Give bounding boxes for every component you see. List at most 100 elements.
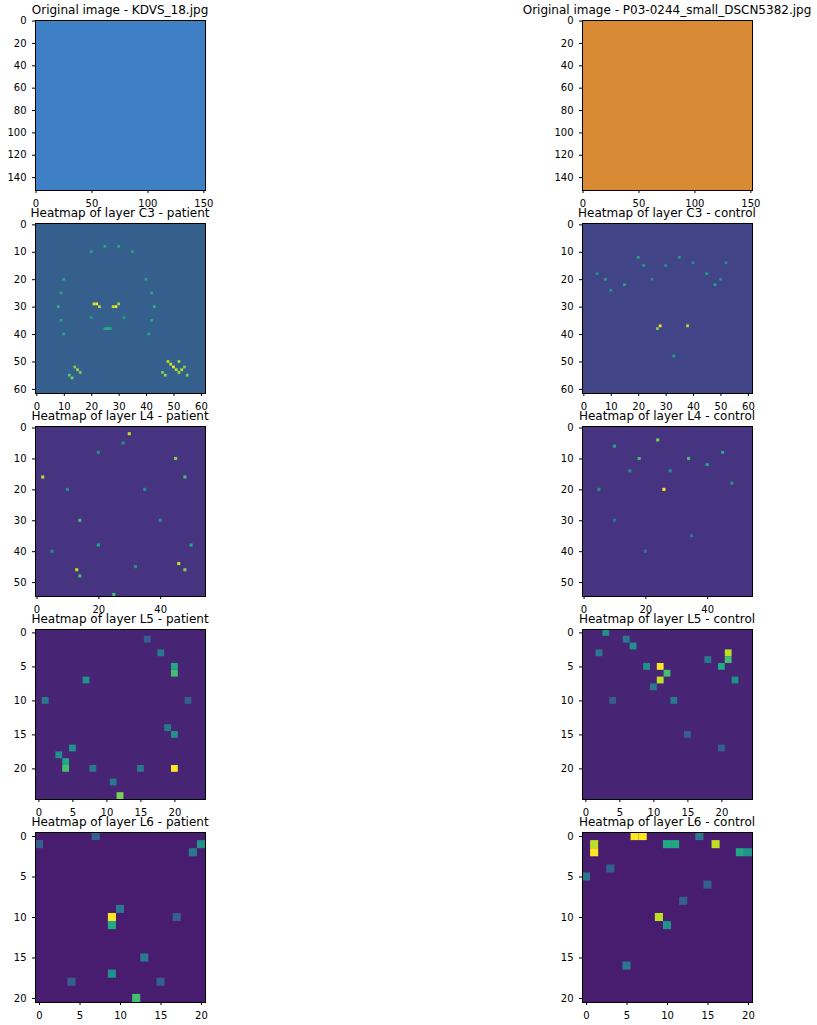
svg-text:50: 50 [14,356,27,367]
svg-text:15: 15 [14,952,27,963]
svg-text:10: 10 [561,695,574,706]
svg-text:30: 30 [659,400,673,412]
svg-text:40: 40 [561,546,574,557]
svg-text:0: 0 [20,831,26,842]
svg-text:15: 15 [702,1010,715,1021]
svg-text:10: 10 [604,400,618,412]
svg-text:15: 15 [155,1010,168,1021]
svg-text:20: 20 [14,38,27,49]
svg-text:30: 30 [561,515,574,526]
svg-text:5: 5 [20,871,26,882]
svg-text:30: 30 [561,301,574,312]
svg-text:40: 40 [561,329,574,340]
svg-text:0: 0 [567,219,573,230]
svg-text:0: 0 [567,422,573,433]
svg-text:0: 0 [20,15,26,26]
html-text:Heatmap of layer L6 - control: Heatmap of layer L6 - control [578,815,756,829]
svg-text:20: 20 [14,763,27,774]
svg-text:120: 120 [7,149,26,160]
svg-text:20: 20 [561,38,574,49]
svg-text:60: 60 [561,384,574,395]
svg-text:10: 10 [561,246,574,257]
svg-text:0: 0 [20,422,26,433]
html-text:Original image - KDVS_18.jpg: Original image - KDVS_18.jpg [31,3,209,17]
svg-text:50: 50 [167,400,181,412]
svg-text:5: 5 [20,661,26,672]
svg-text:80: 80 [561,105,574,116]
svg-text:20: 20 [742,1010,755,1021]
svg-text:0: 0 [567,15,573,26]
svg-text:60: 60 [561,82,574,93]
svg-text:10: 10 [661,1010,674,1021]
html-text:Heatmap of layer L4 - patient: Heatmap of layer L4 - patient [31,409,209,423]
svg-text:20: 20 [195,1010,208,1021]
svg-text:10: 10 [561,912,574,923]
svg-text:0: 0 [583,1010,589,1021]
svg-text:60: 60 [195,400,208,412]
svg-text:20: 20 [561,484,574,495]
svg-text:100: 100 [554,127,573,138]
html-text:Heatmap of layer L5 - patient: Heatmap of layer L5 - patient [31,612,209,626]
svg-text:50: 50 [14,577,27,588]
svg-text:30: 30 [14,301,27,312]
svg-text:20: 20 [14,993,27,1004]
svg-text:30: 30 [14,515,27,526]
svg-text:100: 100 [7,127,26,138]
svg-text:20: 20 [14,274,27,285]
svg-text:40: 40 [14,329,27,340]
svg-text:20: 20 [14,484,27,495]
html-text:Heatmap of layer C3 - patient: Heatmap of layer C3 - patient [30,206,210,220]
svg-text:10: 10 [561,453,574,464]
svg-text:50: 50 [561,356,574,367]
svg-text:50: 50 [85,197,99,209]
svg-text:140: 140 [7,172,26,183]
svg-text:0: 0 [20,627,26,638]
svg-text:40: 40 [687,400,700,412]
html-text:Heatmap of layer C3 - control: Heatmap of layer C3 - control [578,206,756,220]
svg-text:15: 15 [14,729,27,740]
svg-text:100: 100 [138,197,158,209]
svg-text:10: 10 [14,453,27,464]
svg-text:10: 10 [14,912,27,923]
svg-text:150: 150 [741,197,761,209]
svg-text:20: 20 [632,400,646,412]
svg-text:50: 50 [714,400,728,412]
svg-text:150: 150 [194,197,214,209]
html-text:Heatmap of layer L4 - control: Heatmap of layer L4 - control [578,409,756,423]
svg-text:5: 5 [567,871,573,882]
svg-text:10: 10 [14,695,27,706]
svg-text:20: 20 [561,993,574,1004]
svg-text:50: 50 [632,197,646,209]
svg-text:60: 60 [742,400,755,412]
svg-text:30: 30 [112,400,126,412]
svg-text:15: 15 [561,952,574,963]
svg-text:10: 10 [114,1010,127,1021]
svg-text:0: 0 [36,1010,42,1021]
svg-text:5: 5 [77,1010,83,1021]
svg-text:15: 15 [561,729,574,740]
svg-text:140: 140 [554,172,573,183]
html-text:Original image - P03-0244_smal: Original image - P03-0244_small_DSCN5382… [522,3,812,17]
svg-text:20: 20 [561,763,574,774]
svg-text:0: 0 [20,219,26,230]
svg-text:50: 50 [561,577,574,588]
svg-text:80: 80 [14,105,27,116]
svg-text:60: 60 [14,82,27,93]
svg-text:60: 60 [14,384,27,395]
svg-text:20: 20 [85,400,99,412]
svg-text:0: 0 [567,627,573,638]
svg-text:100: 100 [685,197,705,209]
svg-text:40: 40 [14,60,27,71]
html-text:Heatmap of layer L6 - patient: Heatmap of layer L6 - patient [31,815,209,829]
svg-text:0: 0 [567,831,573,842]
svg-text:40: 40 [561,60,574,71]
svg-text:40: 40 [14,546,27,557]
svg-text:10: 10 [14,246,27,257]
svg-text:10: 10 [57,400,71,412]
svg-text:5: 5 [624,1010,630,1021]
svg-text:20: 20 [561,274,574,285]
svg-text:120: 120 [554,149,573,160]
svg-text:40: 40 [140,400,153,412]
html-text:Heatmap of layer L5 - control: Heatmap of layer L5 - control [578,612,756,626]
svg-text:5: 5 [567,661,573,672]
